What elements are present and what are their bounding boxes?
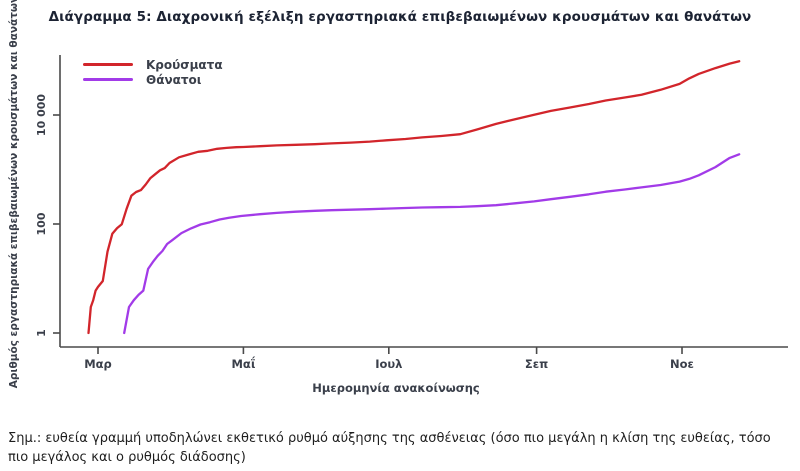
deaths-line-swatch: [83, 78, 133, 81]
line-chart-canvas: 1 100 10 000 Μαρ Μαΐ Ιουλ Σεπ Νοε: [35, 55, 788, 371]
series-line-0: [87, 60, 741, 335]
x-axis-title: Ημερομηνία ανακοίνωσης: [312, 381, 480, 395]
y-tick-label: 1: [35, 329, 48, 337]
series-line-1: [123, 153, 741, 335]
x-tick-label: Σεπ: [525, 357, 548, 371]
x-tick-label: Νοε: [670, 357, 694, 371]
x-tick-label: Ιουλ: [375, 357, 402, 371]
legend-label-cases: Κρούσματα: [146, 57, 223, 72]
cases-line-swatch: [83, 63, 133, 66]
legend-label-deaths: Θάνατοι: [146, 72, 202, 87]
x-tick-label: Μαΐ: [231, 355, 255, 371]
x-tick-label: Μαρ: [84, 357, 112, 371]
legend-item-deaths: Θάνατοι: [83, 72, 223, 87]
legend-item-cases: Κρούσματα: [83, 57, 223, 72]
y-tick-label: 100: [35, 212, 48, 235]
chart-footnote: Σημ.: ευθεία γραμμή υποδηλώνει εκθετικό …: [8, 431, 771, 465]
chart-title: Διάγραμμα 5: Διαχρονική εξέλιξη εργαστηρ…: [48, 9, 752, 25]
chart-legend: Κρούσματα Θάνατοι: [83, 57, 223, 87]
y-tick-label: 10 000: [35, 94, 48, 136]
y-axis-title: Αριθμός εργαστηριακά επιβεβαιωμένων κρου…: [8, 0, 20, 389]
